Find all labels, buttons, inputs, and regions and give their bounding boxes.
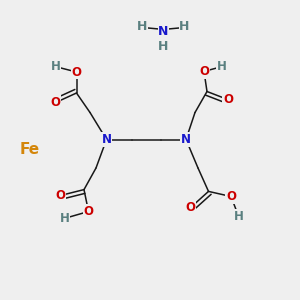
Text: H: H: [234, 209, 243, 223]
Text: O: O: [83, 205, 94, 218]
Text: O: O: [71, 65, 82, 79]
Text: O: O: [185, 201, 196, 214]
Text: H: H: [60, 212, 69, 225]
Text: O: O: [223, 93, 233, 106]
Text: O: O: [55, 189, 65, 202]
Text: N: N: [158, 25, 169, 38]
Text: H: H: [51, 60, 60, 73]
Text: N: N: [181, 133, 191, 146]
Text: H: H: [179, 20, 190, 33]
Text: O: O: [199, 65, 209, 78]
Text: N: N: [101, 133, 112, 146]
Text: O: O: [226, 190, 236, 203]
Text: H: H: [137, 20, 148, 33]
Text: H: H: [158, 40, 169, 53]
Text: H: H: [217, 60, 227, 73]
Text: O: O: [50, 96, 61, 109]
Text: Fe: Fe: [20, 142, 40, 158]
